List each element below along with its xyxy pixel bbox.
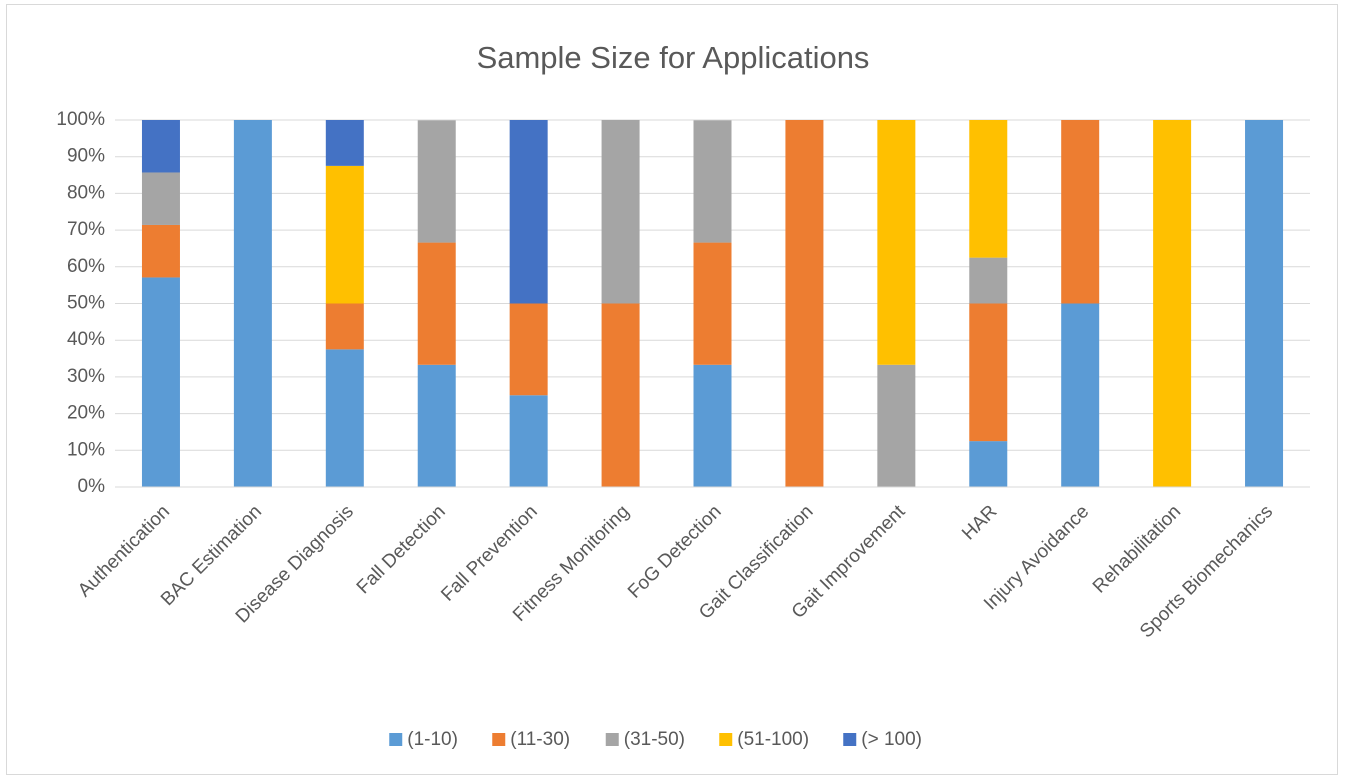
bar-segment — [141, 120, 180, 173]
bar-segment — [417, 120, 456, 243]
bar-segment — [417, 242, 456, 365]
bar-segment — [693, 120, 732, 243]
bar-segment — [601, 120, 640, 304]
y-tick-label: 90% — [67, 146, 105, 167]
y-tick-label: 50% — [67, 293, 105, 314]
bar-segment — [233, 120, 272, 487]
bar-segment — [1153, 120, 1192, 487]
bar-segment — [969, 303, 1008, 442]
bar-segment — [877, 364, 916, 487]
legend-label: (1-10) — [407, 729, 458, 750]
chart-title: Sample Size for Applications — [477, 40, 870, 75]
bar-segment — [325, 303, 364, 350]
bar-segment — [785, 120, 824, 487]
legend-label: (31-50) — [624, 729, 685, 750]
y-tick-label: 100% — [56, 109, 105, 130]
bar-segment — [141, 172, 180, 225]
bar-segment — [325, 349, 364, 487]
bar-segment — [693, 242, 732, 365]
y-tick-label: 10% — [67, 439, 105, 460]
bar-segment — [693, 364, 732, 487]
y-tick-label: 80% — [67, 182, 105, 203]
legend-swatch — [719, 733, 733, 746]
legend-swatch — [389, 733, 403, 746]
bar-segment — [969, 120, 1008, 258]
legend-swatch — [492, 733, 506, 746]
legend-label: (> 100) — [861, 729, 922, 750]
y-tick-label: 60% — [67, 256, 105, 277]
bar-segment — [601, 303, 640, 487]
bar-segment — [877, 120, 916, 365]
bar-segment — [417, 364, 456, 487]
legend-swatch — [843, 733, 857, 746]
bar-segment — [509, 303, 548, 396]
bar-segment — [509, 120, 548, 304]
legend-swatch — [605, 733, 619, 746]
bar-segment — [1245, 120, 1284, 487]
legend-label: (51-100) — [737, 729, 809, 750]
y-tick-label: 0% — [78, 476, 106, 497]
y-tick-label: 40% — [67, 329, 105, 350]
bar-segment — [141, 224, 180, 278]
bar-segment — [1061, 120, 1100, 304]
bar-segment — [969, 441, 1008, 487]
chart-frame — [6, 4, 1338, 775]
bar-segment — [969, 257, 1008, 304]
legend-label: (11-30) — [510, 729, 570, 750]
y-tick-label: 20% — [67, 403, 105, 424]
y-tick-label: 30% — [67, 366, 105, 387]
bar-segment — [509, 395, 548, 487]
bar-segment — [1061, 303, 1100, 487]
bar-segment — [325, 120, 364, 166]
bar-segment — [325, 165, 364, 304]
y-tick-label: 70% — [67, 219, 105, 240]
bar-segment — [141, 277, 180, 487]
